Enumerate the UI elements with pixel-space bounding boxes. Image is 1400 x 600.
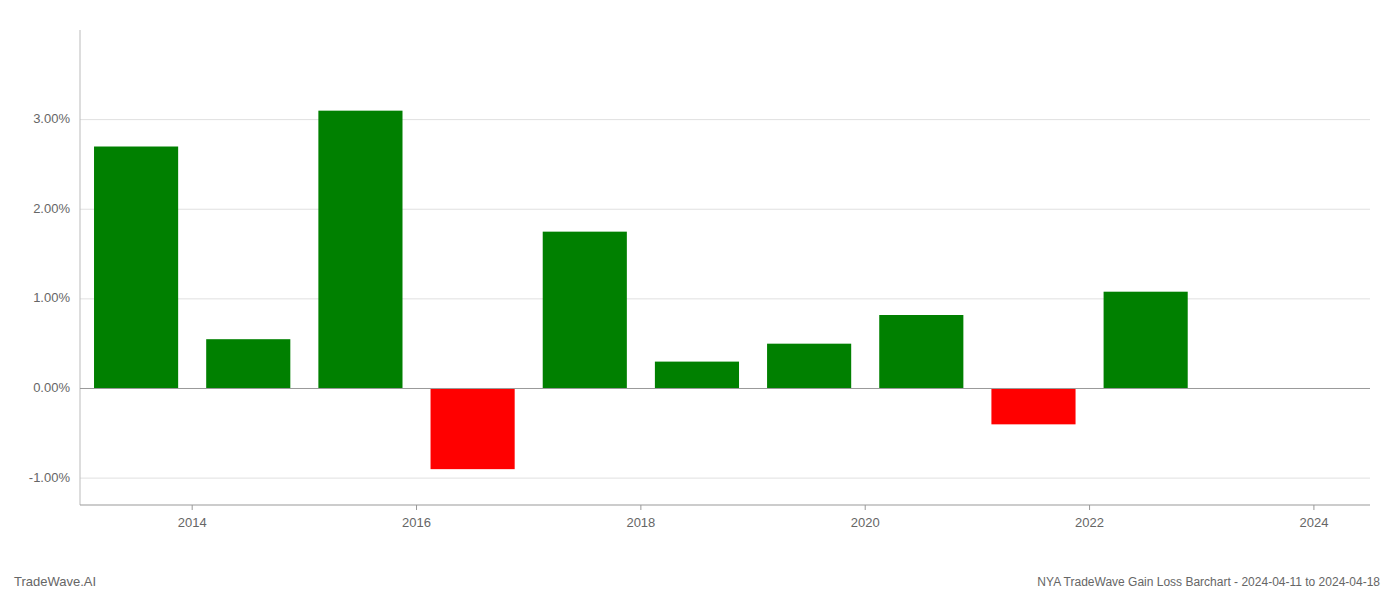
- y-tick-label: 3.00%: [33, 111, 70, 126]
- grid-line: [80, 119, 1370, 120]
- x-tick-label: 2016: [402, 515, 431, 530]
- x-tick: [416, 505, 417, 510]
- grid-line: [80, 388, 1370, 389]
- y-tick-label: -1.00%: [29, 470, 71, 485]
- x-tick-label: 2024: [1299, 515, 1328, 530]
- bar: [767, 344, 851, 389]
- y-axis-line: [80, 30, 81, 505]
- x-tick: [640, 505, 641, 510]
- chart: -1.00% 0.00% 1.00% 2.00% 3.00% 2014 2016 2018 20…: [0, 0, 1400, 600]
- y-tick-label: 0.00%: [33, 380, 70, 395]
- bar: [318, 111, 402, 389]
- bar: [991, 388, 1075, 424]
- x-tick-label: 2022: [1075, 515, 1104, 530]
- x-tick: [1313, 505, 1314, 510]
- bar: [431, 388, 515, 469]
- y-tick-label: 2.00%: [33, 201, 70, 216]
- zero-line: [80, 388, 1370, 389]
- footer-annotation: TradeWave.AI: [14, 574, 96, 589]
- bar: [655, 362, 739, 389]
- x-tick-label: 2018: [626, 515, 655, 530]
- bar: [879, 315, 963, 388]
- x-tick-label: 2014: [178, 515, 207, 530]
- x-axis-line: [80, 505, 1370, 506]
- y-tick-label: 1.00%: [33, 290, 70, 305]
- x-tick: [865, 505, 866, 510]
- x-tick: [192, 505, 193, 510]
- x-tick: [1089, 505, 1090, 510]
- bar: [94, 147, 178, 389]
- bars: [94, 111, 1188, 469]
- bar: [1104, 292, 1188, 389]
- title: NYA TradeWave Gain Loss Barchart - 2024-…: [1037, 575, 1380, 589]
- grid-line: [80, 209, 1370, 210]
- x-tick-label: 2020: [851, 515, 880, 530]
- y-grid: [80, 120, 1370, 478]
- bar: [543, 232, 627, 389]
- grid-line: [80, 478, 1370, 479]
- bar: [206, 339, 290, 388]
